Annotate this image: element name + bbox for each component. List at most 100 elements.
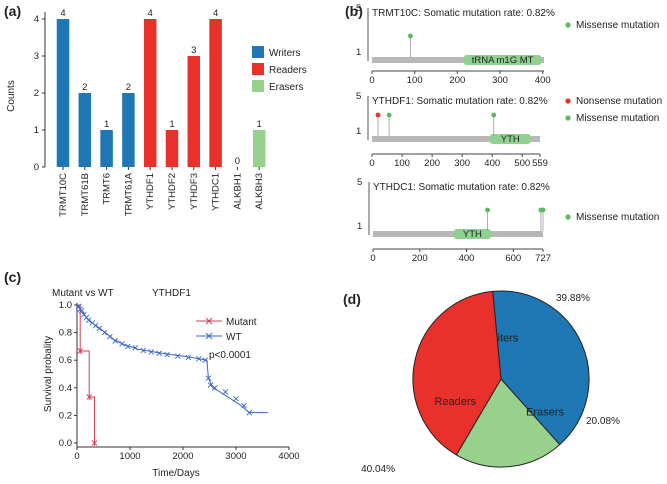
bar-chart-ytick-label: 1: [34, 125, 39, 136]
bar-chart-xtick-label: YTHDC1: [211, 173, 222, 211]
bar-alkbh3: [252, 130, 266, 167]
mutation-legend-dot: [565, 115, 571, 121]
bar-chart-xtick-label: ALKBH1: [232, 173, 243, 209]
lollipop-track-title: TRMT10C: Somatic mutation rate: 0.82%: [372, 8, 555, 19]
legend-label-readers: Readers: [269, 65, 307, 76]
censor-mark-wt: [196, 356, 202, 362]
survival-xtick-label: 3000: [225, 451, 246, 462]
censor-mark-wt: [112, 338, 118, 344]
bar-ythdc1: [209, 19, 222, 167]
bar-chart-xtick-label: YTHDF1: [145, 173, 156, 210]
lollipop-yone-label: 1: [356, 126, 361, 137]
survival-ytick-label: 0.6: [59, 355, 72, 366]
censor-mark-wt: [222, 389, 229, 395]
lollipop-xtick-label: 400: [484, 158, 500, 169]
legend-swatch-readers: [252, 63, 264, 75]
bar-ythdf2: [165, 130, 179, 167]
event-mark-mutant: [77, 347, 83, 354]
censor-mark-wt: [132, 344, 139, 351]
panel-label-b: (b): [345, 3, 363, 19]
censor-mark-wt: [119, 340, 125, 347]
survival-ytick-label: 0.0: [59, 438, 72, 449]
bar-value-label: 4: [148, 8, 153, 19]
bar-value-label: 2: [126, 82, 131, 93]
survival-ytick-label: 0.2: [59, 410, 72, 421]
pie-percent-label: 20.08%: [586, 416, 620, 427]
bar-value-label: 3: [191, 45, 196, 56]
legend-swatch-erasers: [252, 80, 264, 92]
legend-label-writers: Writers: [269, 48, 300, 59]
pie-slice-erasers: [455, 378, 561, 468]
protein-backbone: [372, 136, 540, 142]
lollipop-xtick-label: 400: [535, 75, 551, 86]
bar-value-label: 1: [169, 119, 174, 130]
censor-mark-wt: [185, 354, 192, 361]
survival-xtick-label: 0: [74, 451, 79, 462]
survival-xlabel: Time/Days: [152, 468, 199, 479]
mutation-lollipop: [491, 112, 497, 118]
bar-trmt6: [100, 130, 113, 167]
survival-xtick-label: 2000: [172, 451, 193, 462]
survival-legend-marker-wt: [205, 332, 213, 340]
survival-xtick-label: 1000: [119, 451, 140, 462]
bar-value-label: 0: [235, 156, 240, 167]
lollipop-yone-label: 1: [357, 221, 362, 232]
lollipop-yone-label: 1: [356, 47, 361, 58]
protein-domain: [489, 134, 531, 144]
survival-curve-mutant: [77, 304, 95, 443]
censor-mark-wt: [233, 396, 239, 402]
mutation-lollipop: [386, 112, 392, 118]
lollipop-track: TRMT10C: Somatic mutation rate: 0.82% 5 1 t…: [356, 3, 659, 86]
bar-chart-xtick-label: YTHDF2: [167, 173, 178, 210]
protein-backbone: [372, 57, 544, 63]
survival-ytick-label: 1.0: [59, 300, 72, 311]
survival-xtick-label: 4000: [278, 451, 299, 462]
panel-label-c: (c): [4, 269, 21, 285]
censor-mark-wt: [78, 307, 85, 314]
lollipop-xtick-label: 600: [505, 253, 521, 264]
mutation-legend-dot: [565, 214, 571, 220]
lollipop-xtick-label: 500: [514, 158, 530, 169]
survival-subtitle: Mutant vs WT: [52, 288, 114, 299]
bar-chart-xtick-label: TRMT10C: [58, 173, 69, 217]
lollipop-xtick-label: 300: [492, 75, 508, 86]
bar-trmt61b: [78, 93, 92, 167]
censor-mark-wt: [202, 357, 209, 364]
protein-domain-label: YTH: [501, 134, 520, 145]
event-mark-mutant: [86, 394, 93, 401]
censor-mark-wt: [101, 329, 108, 336]
protein-domain: [463, 55, 542, 65]
bar-value-label: 4: [60, 8, 65, 19]
pie-slice-readers: [412, 290, 502, 456]
protein-domain: [453, 229, 492, 239]
lollipop-ymax-label: 5: [356, 3, 361, 14]
bar-value-label: 4: [213, 8, 218, 19]
mutation-lollipop: [485, 207, 490, 213]
survival-ytick-label: 0.8: [59, 328, 72, 339]
bar-value-label: 1: [257, 119, 262, 130]
bar-chart-xtick-label: TRMT61A: [123, 172, 134, 216]
lollipop-track: YTHDC1: Somatic mutation rate: 0.82% 5 1 YT…: [357, 177, 659, 264]
bar-value-label: 2: [82, 82, 87, 93]
lollipop-xtick-label: 200: [449, 75, 465, 86]
pie-percent-label: 39.88%: [556, 293, 590, 304]
bar-chart-xtick-label: TRMT61B: [80, 173, 91, 216]
bar-chart-xtick-label: YTHDF3: [189, 173, 200, 210]
lollipop-ymax-label: 5: [357, 177, 362, 188]
mutation-lollipop: [375, 112, 381, 118]
censor-mark-wt: [83, 314, 90, 321]
bar-chart-ytick-label: 2: [34, 88, 39, 99]
mutation-lollipop: [540, 207, 546, 213]
bar-chart-xtick-label: TRMT6: [102, 173, 113, 205]
bar-chart-panel: Counts 0 1 2 3 4 4 TRMT10C 2 TRMT61B 1 TRMT6 2 TRMT6…: [6, 8, 307, 217]
lollipop-panel: TRMT10C: Somatic mutation rate: 0.82% 5 1 t…: [356, 3, 662, 264]
lollipop-xtick-label: 727: [535, 253, 551, 264]
lollipop-xtick-label: 0: [369, 75, 374, 86]
mutation-legend-label: Nonsense mutation: [576, 96, 662, 107]
censor-mark-wt: [125, 343, 131, 350]
bar-chart-ytick-label: 3: [34, 51, 39, 62]
censor-mark-wt: [85, 317, 92, 323]
lollipop-xtick-label: 200: [424, 158, 440, 169]
